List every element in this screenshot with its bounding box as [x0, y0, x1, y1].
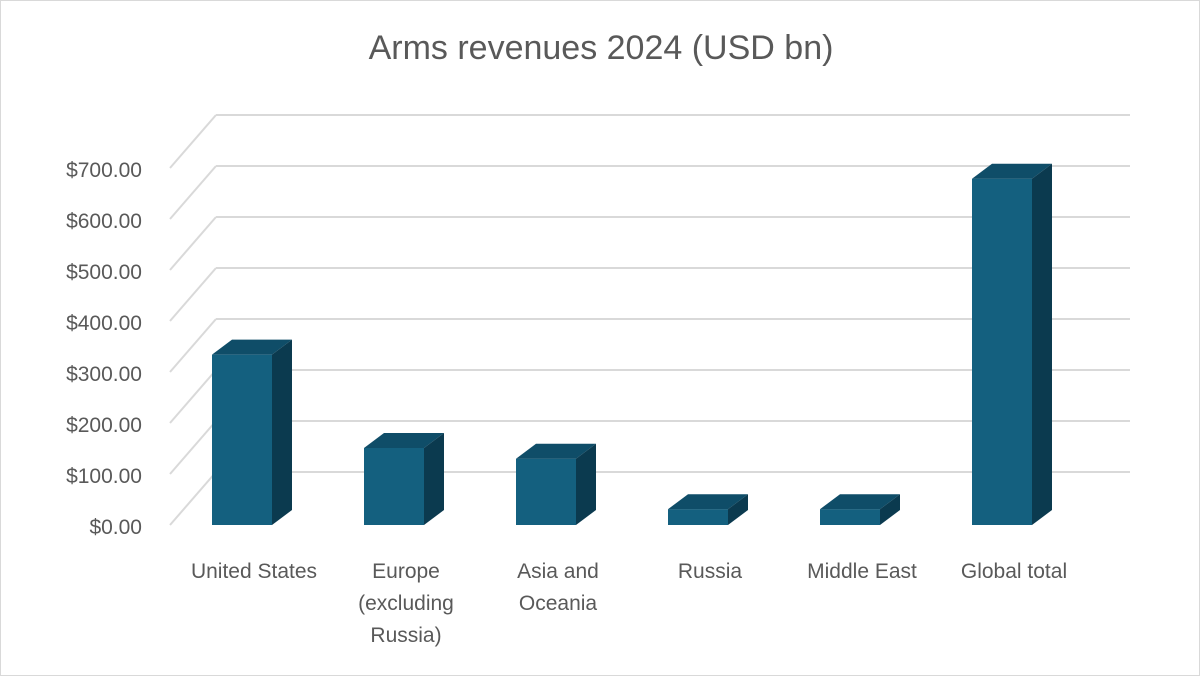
gridline-depth — [169, 165, 217, 220]
bar — [972, 178, 1032, 525]
y-tick-label: $400.00 — [66, 312, 142, 335]
x-tick-label: Global total — [961, 560, 1067, 583]
bar-top — [820, 494, 900, 510]
y-tick-label: $500.00 — [66, 261, 142, 284]
gridline-depth — [169, 267, 217, 322]
y-tick-label: $600.00 — [66, 210, 142, 233]
bar-side — [880, 494, 900, 525]
bar-top — [972, 163, 1052, 179]
x-tick-label: Europe (excluding Russia) — [358, 560, 454, 647]
y-tick-label: $100.00 — [66, 465, 142, 488]
bar — [364, 447, 424, 525]
gridline-depth — [169, 318, 217, 373]
bar-top — [364, 432, 444, 448]
y-tick-label: $700.00 — [66, 159, 142, 182]
x-tick-label: Russia — [678, 560, 743, 583]
y-tick-label: $200.00 — [66, 414, 142, 437]
x-tick-label: Middle East — [807, 560, 917, 583]
bar-side — [424, 432, 444, 525]
gridline-depth — [169, 369, 217, 424]
bar — [668, 509, 728, 525]
gridline-depth — [169, 471, 217, 526]
bar-side — [728, 494, 748, 525]
bar-top — [516, 443, 596, 459]
bar — [212, 354, 272, 525]
x-tick-label: United States — [191, 560, 317, 583]
chart-title: Arms revenues 2024 (USD bn) — [368, 29, 834, 67]
bar-top — [212, 339, 292, 355]
y-tick-label: $300.00 — [66, 363, 142, 386]
bar — [516, 458, 576, 525]
bar-top — [668, 494, 748, 510]
y-tick-label: $0.00 — [89, 516, 142, 539]
gridline-depth — [169, 420, 217, 475]
bar-side — [576, 443, 596, 525]
gridline-depth — [169, 216, 217, 271]
gridline-depth — [169, 114, 217, 169]
x-tick-label: Asia and Oceania — [517, 560, 599, 615]
bar — [820, 509, 880, 525]
bar-side — [1032, 163, 1052, 525]
bar-side — [272, 339, 292, 525]
